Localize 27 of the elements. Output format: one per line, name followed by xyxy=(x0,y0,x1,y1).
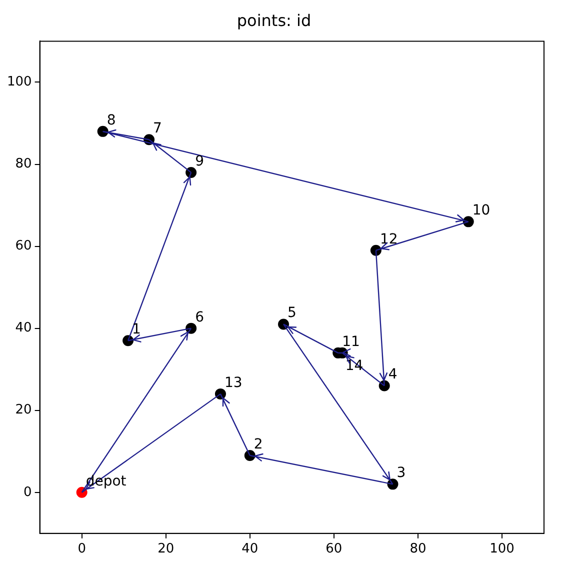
annotation: 7 xyxy=(153,120,162,137)
y-tick-label: 20 xyxy=(15,402,32,418)
y-tick-label: 60 xyxy=(15,238,32,254)
x-tick-label: 40 xyxy=(242,542,258,557)
annotation: 14 xyxy=(345,358,364,374)
annotation: 11 xyxy=(342,334,360,350)
annotation: 9 xyxy=(195,153,204,170)
x-tick-label: 100 xyxy=(490,542,514,557)
x-tick-label: 80 xyxy=(410,542,426,557)
annotation: 10 xyxy=(472,202,490,219)
y-tick-label: 100 xyxy=(6,74,32,90)
x-tick-label: 20 xyxy=(158,542,174,557)
annotation: 13 xyxy=(224,374,242,391)
annotation: 1 xyxy=(132,322,141,338)
x-tick-label: 0 xyxy=(78,542,86,557)
annotation: 4 xyxy=(388,366,398,383)
annotation: 8 xyxy=(106,112,116,128)
y-tick-label: 80 xyxy=(15,156,32,172)
annotation: 12 xyxy=(380,231,398,248)
annotation: 2 xyxy=(254,436,263,452)
x-tick-label: 60 xyxy=(326,542,342,557)
y-tick-label: 40 xyxy=(15,320,32,336)
annotation: 3 xyxy=(396,465,406,482)
y-tick-label: 0 xyxy=(24,484,32,500)
chart-title: points: id xyxy=(236,10,312,30)
annotation: 6 xyxy=(195,309,204,326)
annotation: 5 xyxy=(288,305,296,322)
